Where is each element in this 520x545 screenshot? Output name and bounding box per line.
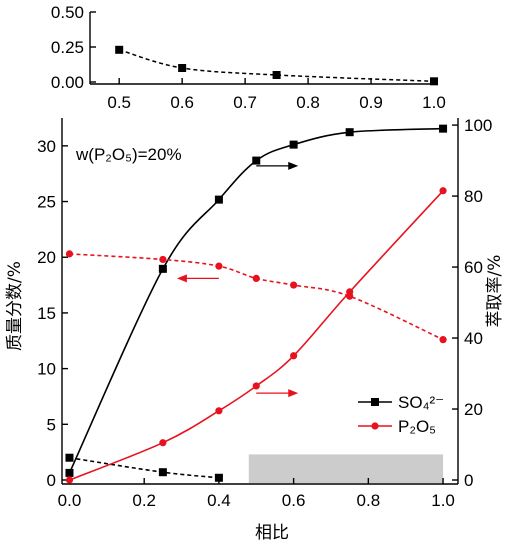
data-point [439,336,447,344]
inset-x-tick-label: 0.5 [107,93,131,112]
data-point [290,352,298,360]
data-point [215,262,223,270]
right-y-tick-label: 80 [464,187,483,206]
data-point [159,255,167,264]
inset-x-tick-label: 0.6 [170,93,194,112]
left-y-tick-label: 25 [37,193,56,212]
legend-label: P₂O₅ [398,417,436,436]
data-point [215,407,223,415]
legend-marker [371,398,379,406]
series-line [69,190,444,481]
inset-x-tick-label: 1.0 [422,93,446,112]
inset-y-tick-label: 0.25 [51,38,84,57]
left-y-tick-label: 0 [47,471,56,490]
x-axis-label: 相比 [255,523,289,543]
condition-annotation: w(P₂O₅)=20% [75,145,182,164]
data-point [290,281,298,289]
x-tick-label: 0.8 [357,491,381,510]
right-y-tick-label: 40 [464,329,483,348]
left-y-tick-label: 30 [37,137,56,156]
x-tick-label: 0.2 [132,491,156,510]
data-point [159,439,167,447]
inset-data-point [178,64,187,72]
left-y-axis-label: 质量分数/% [5,261,25,351]
x-tick-label: 0.6 [282,491,306,510]
shaded-region [248,454,444,483]
data-point [252,156,261,165]
x-tick-label: 1.0 [431,491,455,510]
legend-label: SO₄²⁻ [398,393,444,412]
left-y-tick-label: 10 [37,360,56,379]
inset-y-tick-label: 0.50 [51,3,84,22]
axis-arrow-head [288,161,299,170]
inset-y-tick-label: 0.00 [51,73,84,92]
right-y-tick-label: 100 [464,116,492,135]
inset-chart: 0.00 0.25 0.50 0.5 0.6 0.7 0.8 0.9 1.0 [51,3,446,112]
inset-x-tick-label: 0.7 [233,93,257,112]
inset-data-point [430,77,438,86]
data-point [289,140,298,149]
inset-x-tick-label: 0.8 [296,93,320,112]
right-y-tick-label: 60 [464,258,483,277]
inset-series-line [118,49,435,83]
data-point [439,187,447,195]
right-y-tick-label: 0 [464,471,473,490]
data-point [214,473,223,482]
inset-x-tick-label: 0.9 [359,93,383,112]
data-point [65,250,74,258]
inset-data-point [115,45,124,54]
data-point [346,292,354,300]
legend-marker [371,422,379,430]
series-line [69,253,444,341]
series-line [68,127,444,474]
x-tick-label: 0.0 [58,491,82,510]
data-point [252,274,260,282]
axis-arrow-head [176,274,187,283]
series-line [69,456,219,479]
inset-data-point [272,71,281,79]
data-point [65,468,74,477]
data-point [439,124,448,133]
data-point [158,264,167,273]
right-y-axis-label: 萃取率/% [485,255,505,328]
data-point [65,453,74,462]
data-point [158,468,167,477]
data-point [345,128,354,137]
data-point [252,382,260,390]
data-point [214,195,223,204]
left-y-tick-label: 20 [37,248,56,267]
x-tick-label: 0.4 [207,491,231,510]
left-y-tick-label: 15 [37,304,56,323]
legend: SO₄²⁻ P₂O₅ [358,393,444,436]
data-point [65,476,74,484]
right-y-tick-label: 20 [464,400,483,419]
left-y-tick-label: 5 [47,415,56,434]
axis-arrow-head [288,389,299,398]
main-chart: 0 5 10 15 20 25 30 0 20 40 60 80 100 0.0 0.2 0.4 0.6 0.8 1… [5,116,505,543]
